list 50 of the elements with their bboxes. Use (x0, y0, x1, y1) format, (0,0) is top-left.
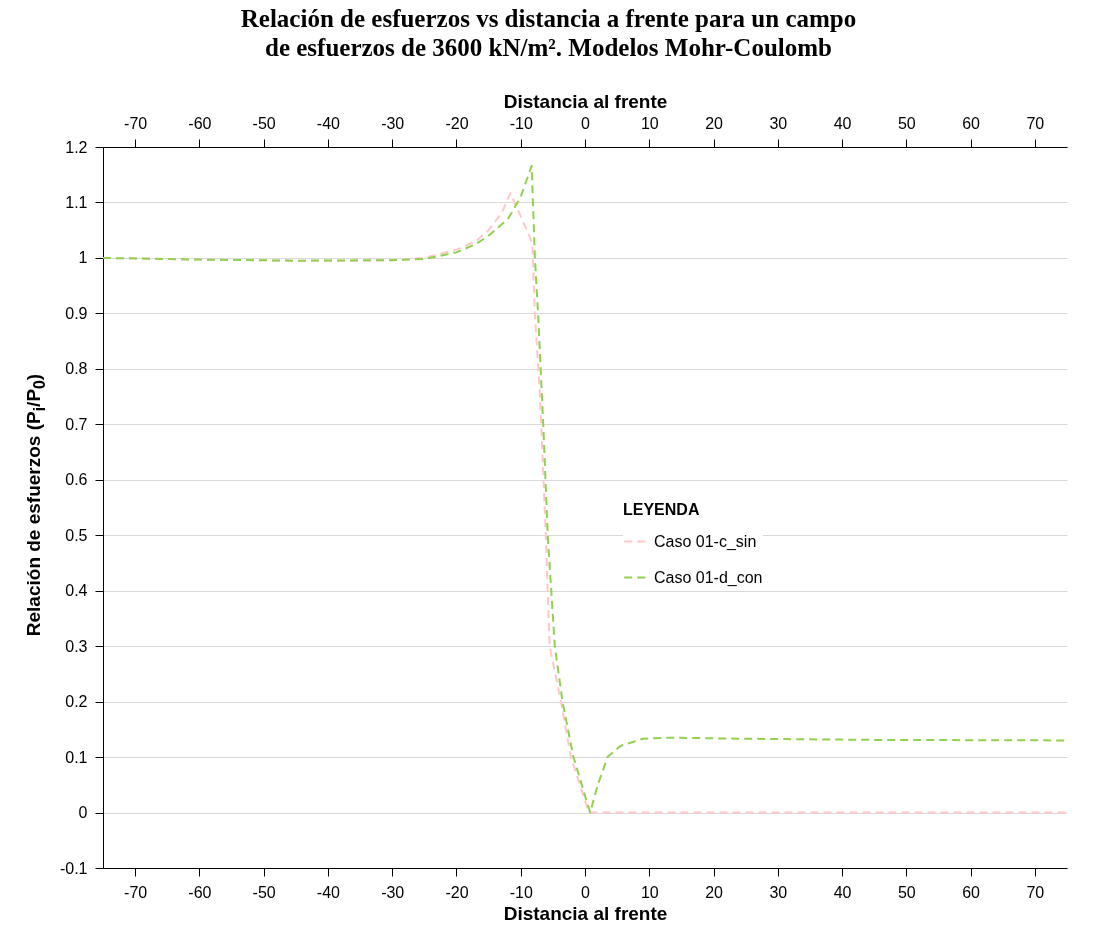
x-tick-label: 10 (640, 883, 659, 901)
x-axis-title: Distancia al frente (503, 902, 668, 924)
x2-tick-label: 40 (833, 114, 852, 132)
x-tick-label: -10 (509, 883, 533, 901)
x-tick-label: 70 (1026, 883, 1045, 901)
x2-tick-label: -10 (509, 114, 533, 132)
legend-title: LEYENDA (623, 501, 700, 518)
y-tick-label: 0 (78, 804, 88, 822)
y-tick-label: -0.1 (59, 859, 88, 877)
x2-tick-label: -60 (188, 114, 212, 132)
x2-tick-label: 10 (640, 114, 659, 132)
x-tick-label: 20 (705, 883, 724, 901)
x-tick-label: -40 (316, 883, 341, 901)
y-tick-label: 0.2 (65, 693, 88, 711)
x2-axis-title: Distancia al frente (503, 90, 668, 112)
x-tick-label: 30 (769, 883, 788, 901)
x-tick-label: -70 (124, 883, 148, 901)
y-tick-label: 0.9 (65, 304, 88, 322)
x-tick-label: 40 (833, 883, 852, 901)
x2-tick-label: -30 (381, 114, 405, 132)
x2-tick-label: 30 (769, 114, 788, 132)
x2-tick-label: -70 (124, 114, 148, 132)
x2-tick-label: 60 (962, 114, 981, 132)
x-tick-label: -50 (252, 883, 276, 901)
y-tick-label: 1.1 (65, 193, 88, 211)
y-tick-label: 0.5 (65, 526, 88, 544)
x2-tick-label: 0 (581, 114, 591, 132)
chart-title: Relación de esfuerzos vs distancia a frente para un campo de esfuerzos de 3600 kN/m². Modelos Mohr-Coulomb (239, 4, 858, 62)
x-tick-label: 50 (897, 883, 916, 901)
x-tick-label: 0 (581, 883, 591, 901)
x-tick-label: -20 (445, 883, 469, 901)
y-tick-label: 0.7 (65, 415, 88, 433)
x-tick-label: -60 (188, 883, 212, 901)
y-tick-label: 0.4 (65, 582, 88, 600)
x2-tick-label: -50 (252, 114, 276, 132)
y-tick-label: 1 (78, 249, 88, 267)
y-tick-label: 1.2 (65, 138, 88, 156)
x2-tick-label: 70 (1026, 114, 1045, 132)
y-tick-label: 0.1 (65, 748, 88, 766)
x2-tick-label: -40 (316, 114, 341, 132)
y-tick-label: 0.6 (65, 471, 88, 489)
x2-tick-label: 50 (897, 114, 916, 132)
y-tick-label: 0.3 (65, 637, 88, 655)
x2-tick-label: -20 (445, 114, 469, 132)
legend-label: Caso 01-c_sin (654, 532, 757, 551)
x-tick-label: -30 (381, 883, 405, 901)
x2-tick-label: 20 (705, 114, 724, 132)
y-tick-label: 0.8 (65, 360, 88, 378)
x-tick-label: 60 (962, 883, 981, 901)
legend-label: Caso 01-d_con (654, 568, 763, 587)
